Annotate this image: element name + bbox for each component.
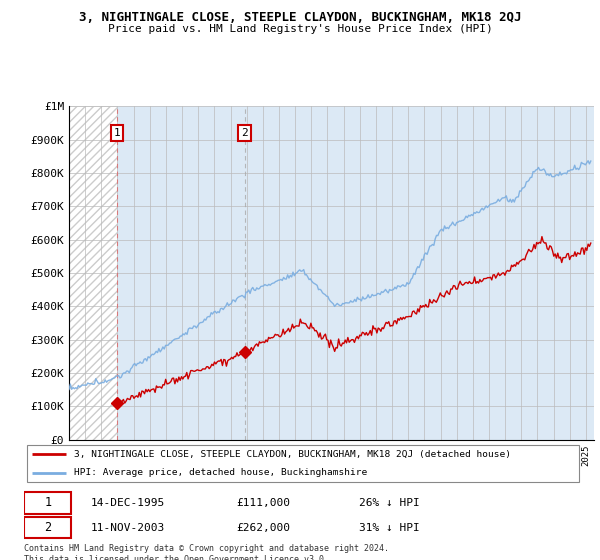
- FancyBboxPatch shape: [24, 492, 71, 514]
- Text: 2: 2: [241, 128, 248, 138]
- Text: £111,000: £111,000: [236, 498, 290, 508]
- Text: 31% ↓ HPI: 31% ↓ HPI: [359, 522, 419, 533]
- Text: Contains HM Land Registry data © Crown copyright and database right 2024.
This d: Contains HM Land Registry data © Crown c…: [24, 544, 389, 560]
- Text: 3, NIGHTINGALE CLOSE, STEEPLE CLAYDON, BUCKINGHAM, MK18 2QJ: 3, NIGHTINGALE CLOSE, STEEPLE CLAYDON, B…: [79, 11, 521, 24]
- FancyBboxPatch shape: [24, 517, 71, 538]
- Text: 26% ↓ HPI: 26% ↓ HPI: [359, 498, 419, 508]
- Text: 11-NOV-2003: 11-NOV-2003: [91, 522, 165, 533]
- Text: £262,000: £262,000: [236, 522, 290, 533]
- Text: 1: 1: [44, 496, 52, 510]
- Text: Price paid vs. HM Land Registry's House Price Index (HPI): Price paid vs. HM Land Registry's House …: [107, 24, 493, 34]
- Text: 2: 2: [44, 521, 52, 534]
- Text: 1: 1: [113, 128, 120, 138]
- Text: 3, NIGHTINGALE CLOSE, STEEPLE CLAYDON, BUCKINGHAM, MK18 2QJ (detached house): 3, NIGHTINGALE CLOSE, STEEPLE CLAYDON, B…: [74, 450, 511, 459]
- Text: HPI: Average price, detached house, Buckinghamshire: HPI: Average price, detached house, Buck…: [74, 468, 367, 477]
- Bar: [69, 106, 117, 440]
- Text: 14-DEC-1995: 14-DEC-1995: [91, 498, 165, 508]
